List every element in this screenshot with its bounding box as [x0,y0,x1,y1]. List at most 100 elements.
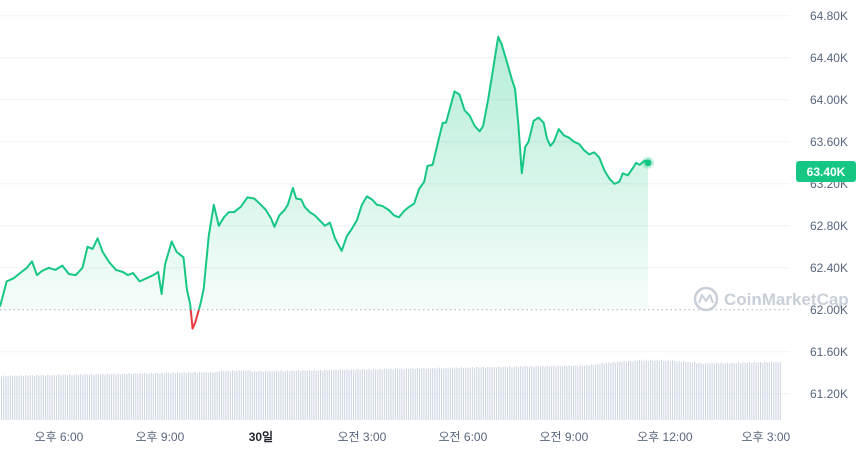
current-price-badge-bg [796,161,856,182]
volume-bar [412,368,414,420]
volume-bar [251,371,253,420]
volume-bar [581,365,583,420]
coinmarketcap-watermark: CoinMarketCap [693,286,849,312]
volume-bar [447,368,449,420]
volume-bar [493,366,495,420]
volume-bar [663,360,665,420]
volume-bar [254,370,256,420]
current-price-badge: 63.40K [796,161,856,182]
current-price-label: 63.40K [807,165,846,179]
volume-bar [469,367,471,420]
volume-bar [40,375,42,420]
volume-bar [652,360,654,420]
volume-bar [647,360,649,420]
volume-bar [7,376,9,420]
volume-bar [456,367,458,420]
volume-bar [751,363,753,420]
volume-bar [595,364,597,420]
volume-bar [328,369,330,420]
volume-bar [577,366,579,420]
volume-bar [313,369,315,420]
volume-bar [500,367,502,420]
volume-bar [542,365,544,420]
volume-bar [645,359,647,420]
volume-bar [463,368,465,420]
volume-bar [520,366,522,420]
volume-bar [482,366,484,420]
volume-bar [258,371,260,420]
volume-bar [388,369,390,420]
y-tick-label: 61.60K [810,345,848,359]
volume-bar [465,367,467,420]
volume-bar [201,372,203,420]
volume-bars [1,359,781,420]
volume-bar [49,375,51,420]
volume-bar [111,374,113,420]
volume-bar [427,367,429,420]
volume-bar [236,370,238,420]
volume-bar [348,370,350,420]
volume-bar [265,370,267,420]
volume-bar [271,371,273,420]
y-tick-label: 62.00K [810,303,848,317]
volume-bar [177,372,179,420]
volume-bar [584,365,586,420]
volume-bar [141,373,143,420]
volume-bar [762,362,764,420]
volume-bar [551,366,553,420]
volume-bar [295,370,297,420]
volume-bar [179,372,181,420]
volume-bar [333,370,335,420]
volume-bar [280,370,282,420]
volume-bar [632,361,634,420]
volume-bar [67,375,69,420]
volume-bar [654,360,656,420]
volume-bar [696,363,698,420]
volume-bar [126,374,128,420]
volume-bar [540,366,542,420]
volume-bar [38,375,40,420]
volume-bar [625,361,627,420]
volume-bar [766,362,768,420]
volume-bar [256,371,258,420]
volume-bar [656,359,658,420]
volume-bar [335,369,337,420]
volume-bar [185,373,187,420]
volume-bar [337,370,339,420]
volume-bar [740,363,742,420]
volume-bar [23,376,25,420]
volume-bar [467,367,469,420]
volume-bar [97,374,99,420]
volume-bar [476,366,478,420]
volume-bar [247,370,249,420]
volume-bar [434,368,436,420]
volume-bar [480,367,482,420]
volume-bar [75,374,77,420]
y-tick-label: 64.80K [810,9,848,23]
x-tick-label: 오전 3:00 [337,430,386,444]
volume-bar [221,370,223,420]
volume-bar [436,368,438,420]
volume-bar [82,375,84,420]
volume-bar [203,372,205,420]
volume-bar [443,367,445,420]
volume-bar [588,365,590,420]
volume-bar [135,373,137,420]
volume-bar [687,362,689,420]
volume-bar [775,361,777,420]
volume-bar [603,363,605,420]
volume-bar [718,363,720,420]
volume-bar [282,371,284,420]
volume-bar [5,376,7,420]
volume-bar [51,374,53,420]
volume-bar [306,370,308,420]
volume-bar [163,373,165,420]
volume-bar [438,367,440,420]
volume-bar [344,370,346,420]
volume-bar [100,374,102,420]
volume-bar [243,370,245,420]
volume-bar [139,372,141,420]
volume-bar [674,361,676,420]
volume-bar [357,369,359,420]
y-axis: 64.80K64.40K64.00K63.60K63.20K62.80K62.4… [810,9,848,401]
